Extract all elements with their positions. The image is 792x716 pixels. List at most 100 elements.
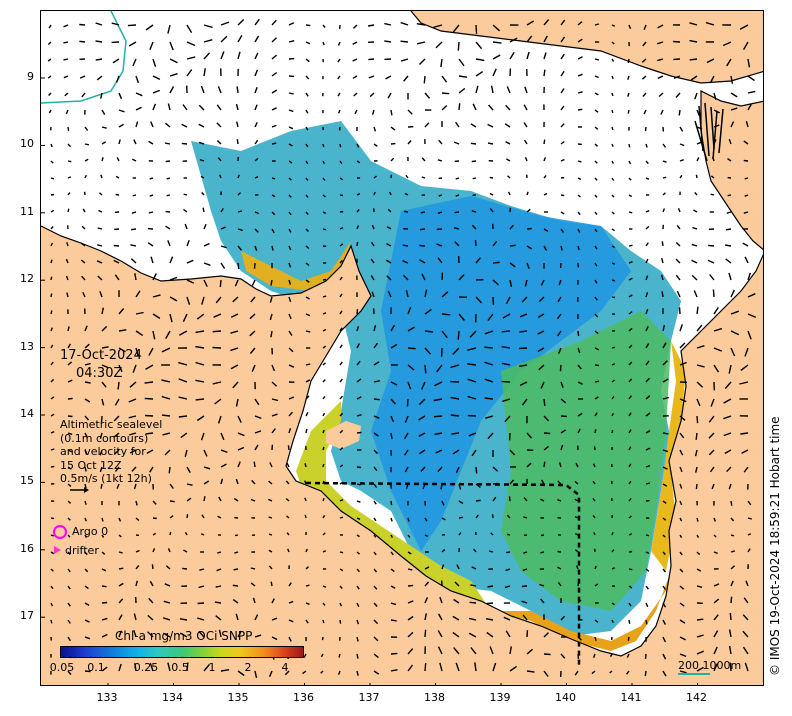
velocity-arrow	[99, 192, 103, 196]
velocity-arrow	[254, 415, 262, 419]
velocity-arrow	[169, 531, 172, 536]
velocity-arrow	[560, 444, 564, 451]
velocity-arrow	[203, 663, 210, 672]
velocity-arrow	[594, 619, 599, 623]
velocity-arrow	[467, 347, 477, 351]
velocity-arrow	[594, 177, 598, 181]
velocity-arrow	[268, 670, 273, 677]
velocity-arrow	[216, 122, 222, 128]
velocity-arrow	[458, 58, 465, 67]
velocity-arrow	[254, 86, 258, 94]
velocity-box-outline	[305, 481, 581, 667]
velocity-arrow	[271, 194, 276, 198]
velocity-arrow	[373, 551, 377, 556]
velocity-arrow	[212, 330, 222, 333]
velocity-arrow	[288, 126, 294, 130]
velocity-arrow	[730, 121, 735, 128]
velocity-arrow	[404, 415, 409, 423]
velocity-arrow	[339, 499, 344, 502]
velocity-arrow	[696, 324, 703, 332]
velocity-arrow	[79, 40, 86, 43]
velocity-arrow	[135, 75, 140, 84]
velocity-arrow	[575, 462, 579, 468]
velocity-arrow	[574, 516, 579, 519]
velocity-arrow	[505, 568, 511, 572]
velocity-arrow	[505, 104, 511, 111]
velocity-arrow	[543, 69, 546, 77]
longitude-label: 141	[620, 691, 642, 704]
drifter-marker-icon	[54, 546, 61, 554]
longitude-label: 133	[96, 691, 118, 704]
velocity-arrow	[84, 432, 89, 438]
velocity-arrow	[118, 614, 123, 621]
velocity-arrow	[203, 242, 210, 247]
velocity-arrow	[455, 194, 460, 197]
velocity-arrow	[537, 330, 545, 335]
velocity-arrow	[339, 412, 344, 417]
velocity-arrow	[237, 18, 245, 26]
velocity-arrow	[713, 364, 720, 373]
latitude-label: 9	[27, 70, 34, 83]
velocity-arrow	[503, 616, 511, 621]
velocity-arrow	[509, 244, 516, 247]
chlorophyll-field-blue	[371, 196, 631, 551]
velocity-arrow	[384, 22, 392, 26]
velocity-arrow	[709, 274, 715, 281]
velocity-arrow	[305, 395, 310, 400]
velocity-arrow	[526, 20, 535, 26]
reference-arrow-icon	[70, 487, 89, 493]
velocity-arrow	[469, 601, 477, 604]
velocity-arrow	[305, 211, 309, 215]
velocity-arrow	[167, 548, 171, 553]
velocity-arrow	[269, 296, 273, 303]
velocity-arrow	[196, 415, 205, 422]
velocity-arrow	[577, 636, 582, 641]
velocity-arrow	[186, 466, 191, 473]
velocity-arrow	[270, 279, 273, 286]
velocity-arrow	[543, 245, 548, 251]
velocity-arrow	[82, 291, 86, 298]
velocity-arrow	[742, 614, 749, 621]
velocity-arrow	[186, 69, 193, 77]
velocity-arrow	[232, 584, 239, 587]
velocity-arrow	[50, 430, 55, 434]
velocity-arrow	[593, 446, 596, 451]
velocity-arrow	[305, 279, 310, 283]
velocity-arrow	[288, 211, 292, 216]
velocity-arrow	[322, 585, 327, 588]
velocity-arrow	[271, 245, 274, 251]
velocity-arrow	[67, 126, 70, 131]
velocity-arrow	[167, 24, 171, 34]
velocity-arrow	[457, 41, 460, 51]
velocity-arrow	[373, 517, 377, 522]
velocity-arrow	[339, 177, 343, 181]
velocity-arrow	[84, 325, 88, 332]
velocity-arrow	[538, 296, 545, 303]
velocity-arrow	[356, 636, 359, 642]
velocity-arrow	[322, 532, 326, 536]
velocity-arrow	[50, 448, 55, 451]
velocity-arrow	[696, 415, 699, 424]
velocity-arrow	[489, 192, 494, 196]
velocity-arrow	[84, 143, 90, 146]
velocity-arrow	[195, 345, 205, 349]
velocity-arrow	[524, 279, 528, 287]
velocity-arrow	[405, 483, 409, 490]
velocity-arrow	[67, 585, 71, 590]
velocity-arrow	[84, 517, 87, 522]
velocity-arrow	[438, 139, 443, 145]
velocity-arrow	[679, 432, 685, 439]
velocity-arrow	[305, 126, 309, 131]
velocity-arrow	[373, 398, 380, 401]
velocity-arrow	[475, 24, 478, 34]
velocity-arrow	[594, 313, 599, 318]
velocity-arrow	[271, 428, 276, 434]
velocity-arrow	[322, 446, 325, 451]
velocity-arrow	[288, 40, 295, 43]
velocity-arrow	[288, 364, 295, 368]
velocity-arrow	[84, 126, 89, 131]
velocity-arrow	[468, 432, 477, 437]
velocity-arrow	[696, 634, 704, 638]
velocity-arrow	[254, 122, 258, 128]
velocity-arrow	[129, 432, 137, 436]
